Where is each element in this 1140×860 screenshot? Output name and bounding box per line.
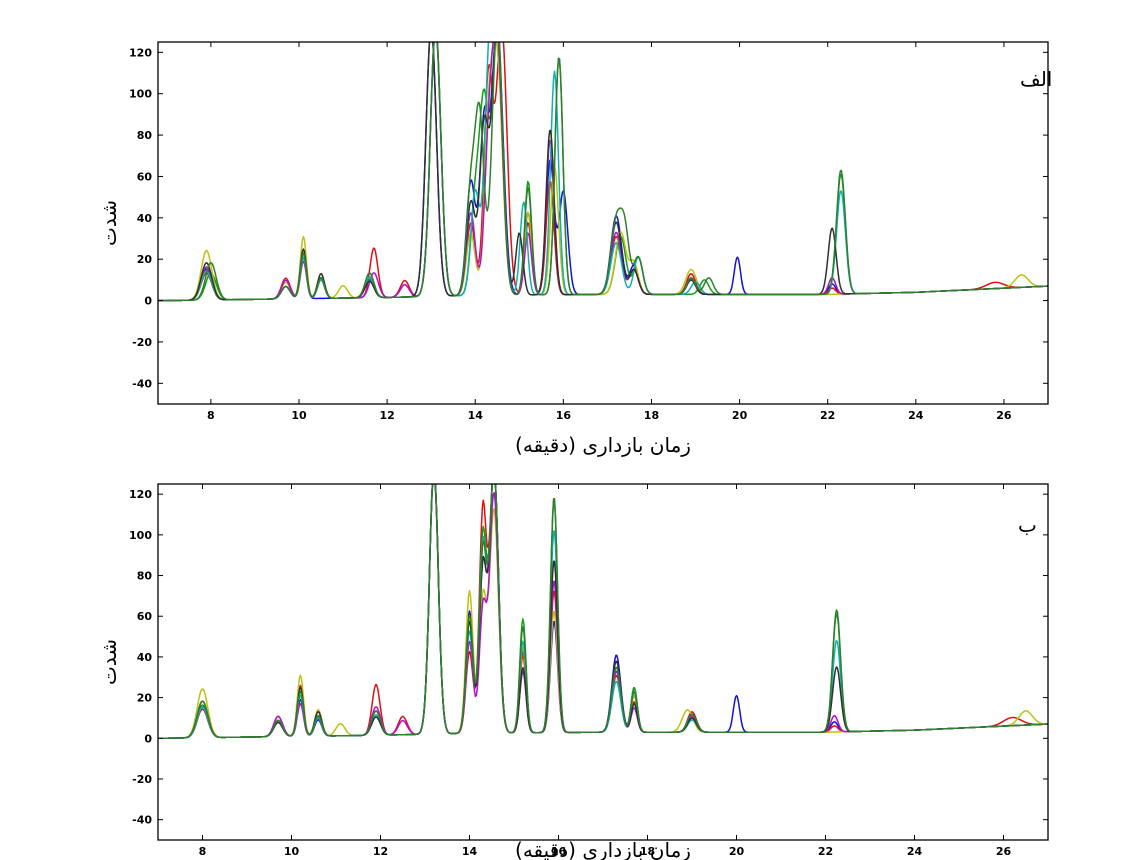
x-tick-label: 10 [291,409,307,422]
x-axis-label: زمان بازداری (دقیقه) [515,433,691,457]
panel-label: ب [1018,513,1037,537]
y-tick-label: 120 [129,488,152,501]
x-tick-label: 22 [818,845,833,858]
x-tick-label: 8 [207,409,215,422]
y-tick-label: 120 [129,46,152,59]
plot-area [158,42,1048,404]
x-tick-label: 26 [996,845,1012,858]
y-tick-label: -20 [132,773,152,786]
chromatogram-panel-b: 8 10 12 14 16 18 20 22 24 26 -40 -20 0 20 40 60 80 100 120… [97,483,1049,860]
axis-ticks: 8 10 12 14 16 18 20 22 24 26 -40 -20 0 20 40 60 80 100 120 [129,42,1048,422]
series-line-8 [158,484,1048,740]
y-tick-label: 80 [137,570,153,583]
x-tick-label: 20 [729,845,745,858]
y-tick-label: -20 [132,336,152,349]
x-tick-label: 16 [556,409,572,422]
y-tick-label: 40 [137,651,153,664]
y-tick-label: -40 [132,377,152,390]
x-tick-label: 18 [640,845,655,858]
x-tick-label: 24 [907,845,923,858]
x-tick-label: 12 [373,845,388,858]
axis-ticks: 8 10 12 14 16 18 20 22 24 26 -40 -20 0 20 40 60 80 100 120 [129,484,1048,858]
chromatogram-panel-a: 8 10 12 14 16 18 20 22 24 26 -40 -20 0 20 40 60 80 100 120… [97,41,1052,457]
traces-group [158,42,1048,302]
series-line-8 [158,42,1048,302]
y-tick-label: 0 [144,732,152,745]
plot-frame [157,41,1049,405]
y-tick-label: 100 [129,88,152,101]
y-axis-label: شدت [97,639,121,685]
x-tick-label: 16 [551,845,567,858]
x-tick-label: 10 [284,845,300,858]
x-tick-label: 22 [820,409,835,422]
x-tick-label: 12 [379,409,394,422]
y-tick-label: 80 [137,129,153,142]
x-tick-label: 20 [732,409,748,422]
x-tick-label: 14 [468,409,484,422]
x-tick-label: 18 [644,409,659,422]
plot-area [158,484,1048,840]
x-tick-label: 26 [996,409,1012,422]
y-tick-label: 60 [137,170,153,183]
x-tick-label: 8 [199,845,207,858]
y-tick-label: 20 [137,253,153,266]
y-tick-label: 100 [129,529,152,542]
traces-group [158,484,1048,740]
y-tick-label: 0 [144,295,152,308]
panel-label: الف [1020,67,1052,91]
y-tick-label: 20 [137,692,153,705]
x-tick-label: 14 [462,845,478,858]
y-tick-label: 40 [137,212,153,225]
y-tick-label: 60 [137,610,153,623]
y-axis-label: شدت [97,200,121,246]
plot-frame [157,483,1049,841]
x-axis-label: زمان بازداری (دقیقه) [515,838,691,860]
y-tick-label: -40 [132,814,152,827]
x-tick-label: 24 [908,409,924,422]
